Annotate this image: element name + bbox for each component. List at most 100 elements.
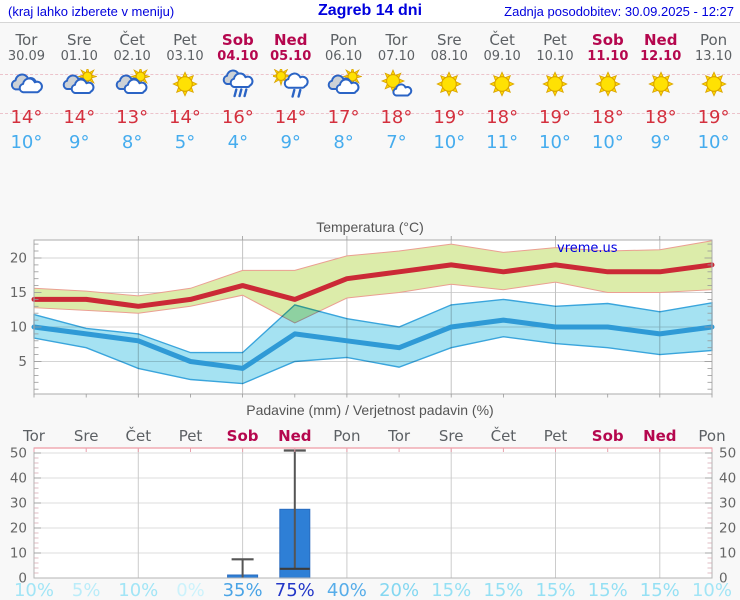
temp-chart-title: Temperatura (°C) <box>316 219 424 235</box>
temp-max: 18° <box>486 107 519 128</box>
day-column[interactable]: Ned 12.10 18° 9° <box>634 31 687 155</box>
tmin-line <box>31 317 715 371</box>
precip-day-label: Tor <box>387 427 411 445</box>
svg-text:15: 15 <box>10 285 27 301</box>
precip-day-label: Sre <box>74 427 99 445</box>
precip-day-label: Sob <box>592 427 624 445</box>
svg-text:40: 40 <box>719 471 736 487</box>
day-name: Čet <box>119 31 145 49</box>
day-name: Tor <box>385 31 408 49</box>
sun-rain-icon <box>264 69 317 103</box>
day-name: Ned <box>273 31 308 49</box>
top-axis <box>33 447 713 452</box>
day-date: 11.10 <box>587 49 629 64</box>
precip-chart-title: Padavine (mm) / Verjetnost padavin (%) <box>246 402 494 418</box>
day-date: 01.10 <box>60 49 98 64</box>
pop-label: 10% <box>692 580 732 600</box>
svg-text:30: 30 <box>10 496 27 512</box>
day-column[interactable]: Pon 06.10 17° 8° <box>317 31 370 155</box>
day-name: Sre <box>436 31 462 49</box>
precip-day-label: Pet <box>179 427 203 445</box>
pop-label: 15% <box>588 580 628 600</box>
day-column[interactable]: Pet 10.10 19° 10° <box>529 31 582 155</box>
partly-cloudy-icon <box>317 69 370 103</box>
day-column[interactable]: Pet 03.10 14° 5° <box>159 31 212 155</box>
sunny-icon <box>529 69 582 103</box>
day-column[interactable]: Ned 05.10 14° 9° <box>264 31 317 155</box>
rain-icon <box>211 69 264 103</box>
row-separator <box>0 113 740 114</box>
temp-max: 17° <box>327 107 360 128</box>
day-date: 30.09 <box>7 49 46 64</box>
sunny-icon <box>581 69 634 103</box>
y-axis-labels: 0 0 10 10 20 20 30 30 40 40 50 50 <box>10 446 736 587</box>
svg-text:20: 20 <box>10 521 27 537</box>
day-name: Sob <box>591 31 624 49</box>
temp-max: 14° <box>169 107 201 128</box>
precip-day-label: Pon <box>333 427 360 445</box>
forecast-table: Tor 30.09 14° 10° Sre 01.10 14° 9° Čet 0… <box>0 31 740 155</box>
day-column[interactable]: Pon 13.10 19° 10° <box>687 31 740 155</box>
precip-day-label: Čet <box>126 426 152 445</box>
day-column[interactable]: Sob 04.10 16° 4° <box>211 31 264 155</box>
precip-day-label: Tor <box>22 427 46 445</box>
pop-label: 5% <box>72 580 101 600</box>
sunny-icon <box>423 69 476 103</box>
day-date: 07.10 <box>377 49 416 64</box>
svg-text:20: 20 <box>719 521 736 537</box>
mostly-sunny-icon <box>370 69 423 103</box>
day-column[interactable]: Tor 30.09 14° 10° <box>0 31 53 155</box>
temp-min: 10° <box>10 132 43 153</box>
temp-min: 10° <box>697 132 730 153</box>
day-name: Pon <box>329 31 358 49</box>
day-name: Pon <box>699 31 728 49</box>
day-labels: Tor Sre Čet Pet Sob Ned Pon Tor Sre Čet Pet Sob Ned P… <box>22 426 726 445</box>
plot-frame <box>33 239 713 395</box>
svg-text:10: 10 <box>10 320 27 336</box>
day-date: 06.10 <box>324 49 363 64</box>
day-column[interactable]: Sob 11.10 18° 10° <box>581 31 634 155</box>
partly-cloudy-icon <box>106 69 159 103</box>
last-updated: Zadnja posodobitev: 30.09.2025 - 12:27 <box>504 4 734 19</box>
temp-max: 14° <box>10 107 43 128</box>
pop-label: 20% <box>379 580 419 600</box>
day-column[interactable]: Čet 02.10 13° 8° <box>106 31 159 155</box>
temp-min: 8° <box>121 132 143 153</box>
pop-label: 10% <box>118 580 158 600</box>
day-column[interactable]: Tor 07.10 18° 7° <box>370 31 423 155</box>
day-date: 02.10 <box>113 49 151 64</box>
svg-text:0: 0 <box>719 571 728 587</box>
precip-day-label: Čet <box>491 426 517 445</box>
precip-day-label: Sre <box>439 427 464 445</box>
svg-text:50: 50 <box>10 446 27 462</box>
day-date: 05.10 <box>270 49 312 64</box>
temp-max: 14° <box>274 107 307 128</box>
svg-text:10: 10 <box>10 546 27 562</box>
plot-background <box>34 448 712 578</box>
pop-label: 15% <box>483 580 523 600</box>
temp-max: 18° <box>591 107 624 128</box>
sunny-icon <box>687 69 740 103</box>
day-name: Tor <box>15 31 38 49</box>
day-column[interactable]: Sre 08.10 19° 10° <box>423 31 476 155</box>
day-column[interactable]: Čet 09.10 18° 11° <box>476 31 529 155</box>
temp-max: 19° <box>697 107 730 128</box>
svg-text:5: 5 <box>18 354 27 370</box>
pop-label: 40% <box>327 580 367 600</box>
header: (kraj lahko izberete v meniju) Zagreb 14… <box>0 0 740 23</box>
precip-bars <box>227 449 311 579</box>
temp-min: 10° <box>591 132 624 153</box>
pop-label: 15% <box>535 580 575 600</box>
svg-text:40: 40 <box>10 471 27 487</box>
precip-day-label: Ned <box>278 427 311 445</box>
temp-max: 18° <box>644 107 677 128</box>
temp-max: 14° <box>63 107 96 128</box>
temp-min: 11° <box>486 132 519 153</box>
precip-day-label: Pet <box>544 427 568 445</box>
day-column[interactable]: Sre 01.10 14° 9° <box>53 31 106 155</box>
svg-text:50: 50 <box>719 446 736 462</box>
watermark-link[interactable]: vreme.us <box>557 241 618 256</box>
temp-min: 4° <box>227 132 249 153</box>
pop-label: 15% <box>640 580 680 600</box>
